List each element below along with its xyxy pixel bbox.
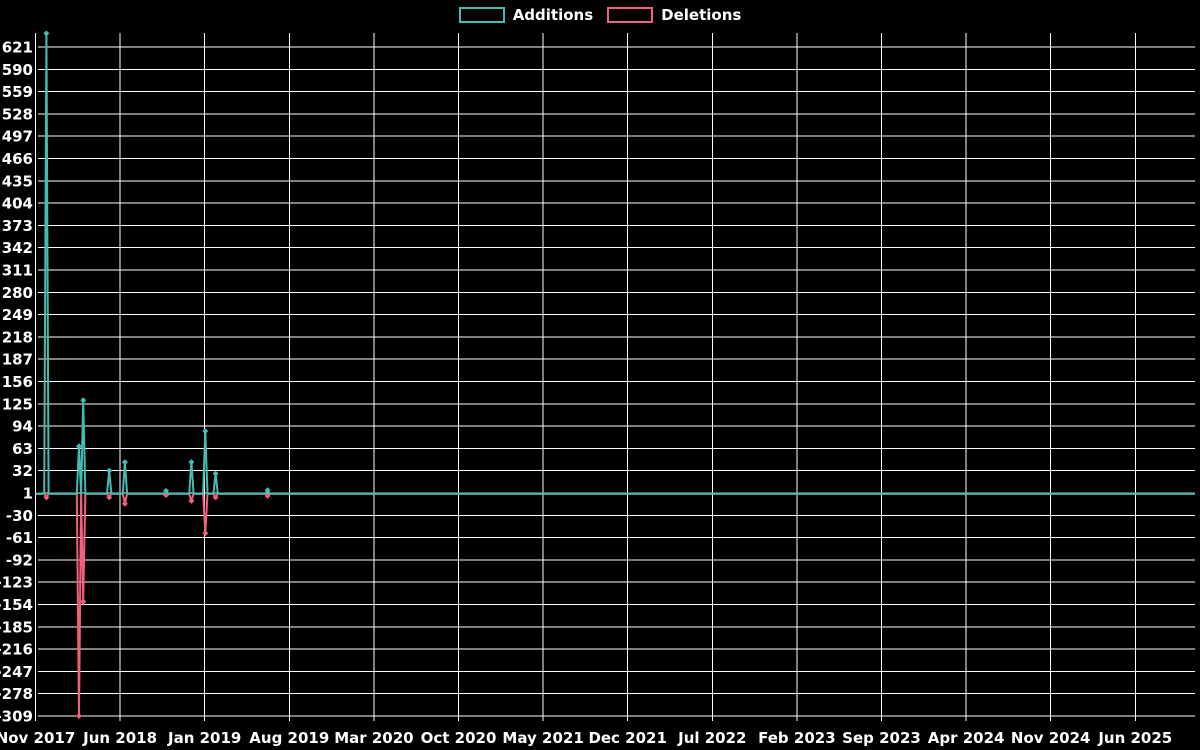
additions-point-marker (264, 487, 271, 494)
additions-legend-label: Additions (512, 6, 594, 24)
x-axis-tick-label: Nov 2017 (0, 729, 75, 747)
y-axis-tick-label: 497 (2, 128, 33, 146)
additions-swatch-icon (458, 7, 505, 23)
x-axis-tick-label: Jul 2022 (677, 729, 746, 747)
y-axis-tick-label: -278 (0, 685, 33, 703)
deletions-point-marker (106, 494, 113, 501)
y-axis-tick-label: 187 (2, 351, 33, 369)
v-gridlines (35, 33, 1136, 721)
y-axis-tick-label: 373 (2, 217, 33, 235)
x-axis-tick-label: Mar 2020 (334, 729, 413, 747)
y-axis-tick-label: 94 (12, 418, 33, 436)
deletions-point-marker (188, 497, 195, 504)
y-axis-tick-label: 404 (2, 195, 33, 213)
y-axis-tick-label: 311 (2, 262, 33, 280)
deletions-point-marker (76, 713, 83, 719)
additions-line (35, 32, 1195, 495)
additions-point-marker (76, 443, 83, 450)
y-axis-tick-label: 466 (2, 150, 33, 168)
x-axis-tick-label: Jun 2025 (1097, 729, 1172, 747)
y-axis-tick-label: 1 (23, 485, 33, 503)
legend-item-additions: Additions (458, 6, 594, 24)
additions-point-marker (212, 470, 219, 477)
y-axis-tick-label: -309 (0, 708, 33, 726)
x-axis-tick-label: Jan 2019 (167, 729, 241, 747)
additions-point-marker (121, 459, 128, 466)
additions-point-marker (163, 487, 170, 494)
deletions-point-marker (43, 494, 50, 501)
y-axis-tick-label: 280 (2, 284, 33, 302)
legend-item-deletions: Deletions (607, 6, 741, 24)
y-axis-tick-label: -123 (0, 574, 33, 592)
x-axis-tick-labels: Nov 2017 Jun 2018 Jan 2019 Aug 2019 Mar 2020… (0, 729, 1172, 747)
x-axis-tick-label: Sep 2023 (842, 729, 921, 747)
y-axis-tick-label: -30 (6, 507, 33, 525)
y-axis-tick-label: -92 (6, 551, 33, 569)
deletions-point-marker (80, 598, 87, 605)
x-axis-tick-label: Nov 2024 (1011, 729, 1091, 747)
deletions-point-marker (212, 494, 219, 501)
x-axis-tick-label: Aug 2019 (249, 729, 329, 747)
y-axis-tick-label: 249 (2, 306, 33, 324)
y-axis-tick-label: 63 (12, 440, 33, 458)
deletions-series (35, 492, 1195, 719)
x-axis-tick-label: Oct 2020 (421, 729, 497, 747)
y-axis-tick-label: 342 (2, 239, 33, 257)
y-axis-tick-label: -61 (6, 529, 33, 547)
x-axis-tick-label: Jun 2018 (82, 729, 157, 747)
additions-point-marker (43, 30, 50, 37)
x-axis-tick-label: May 2021 (502, 729, 583, 747)
additions-series (35, 30, 1195, 495)
additions-point-marker (188, 459, 195, 466)
y-axis-tick-label: 528 (2, 105, 33, 123)
additions-point-marker (202, 428, 209, 435)
y-axis-tick-label: 621 (2, 39, 33, 57)
y-axis-tick-label: 435 (2, 172, 33, 190)
x-axis-tick-label: Feb 2023 (758, 729, 836, 747)
h-gridlines (38, 46, 1195, 717)
y-axis-tick-label: 559 (2, 83, 33, 101)
x-axis-tick-label: Apr 2024 (928, 729, 1005, 747)
deletions-point-marker (121, 500, 128, 507)
y-axis-tick-label: 218 (2, 328, 33, 346)
y-axis-tick-label: -216 (0, 641, 33, 659)
deletions-legend-label: Deletions (661, 6, 742, 24)
x-axis-tick-label: Dec 2021 (588, 729, 667, 747)
y-axis-tick-labels: 621 590 559 528 497 466 435 404 373 342 311 280 249 2… (0, 39, 33, 726)
additions-point-marker (106, 467, 113, 474)
y-axis-tick-label: -247 (0, 663, 33, 681)
y-axis-tick-label: 32 (12, 462, 33, 480)
additions-point-marker (80, 397, 87, 404)
chart-legend: Additions Deletions (0, 6, 1200, 24)
y-axis-tick-label: -154 (0, 596, 33, 614)
deletions-swatch-icon (607, 7, 654, 23)
y-axis-tick-label: -185 (0, 618, 33, 636)
y-axis-tick-label: 590 (2, 61, 33, 79)
y-axis-tick-label: 156 (2, 373, 33, 391)
deletions-point-marker (202, 530, 209, 537)
y-axis-tick-label: 125 (2, 395, 33, 413)
